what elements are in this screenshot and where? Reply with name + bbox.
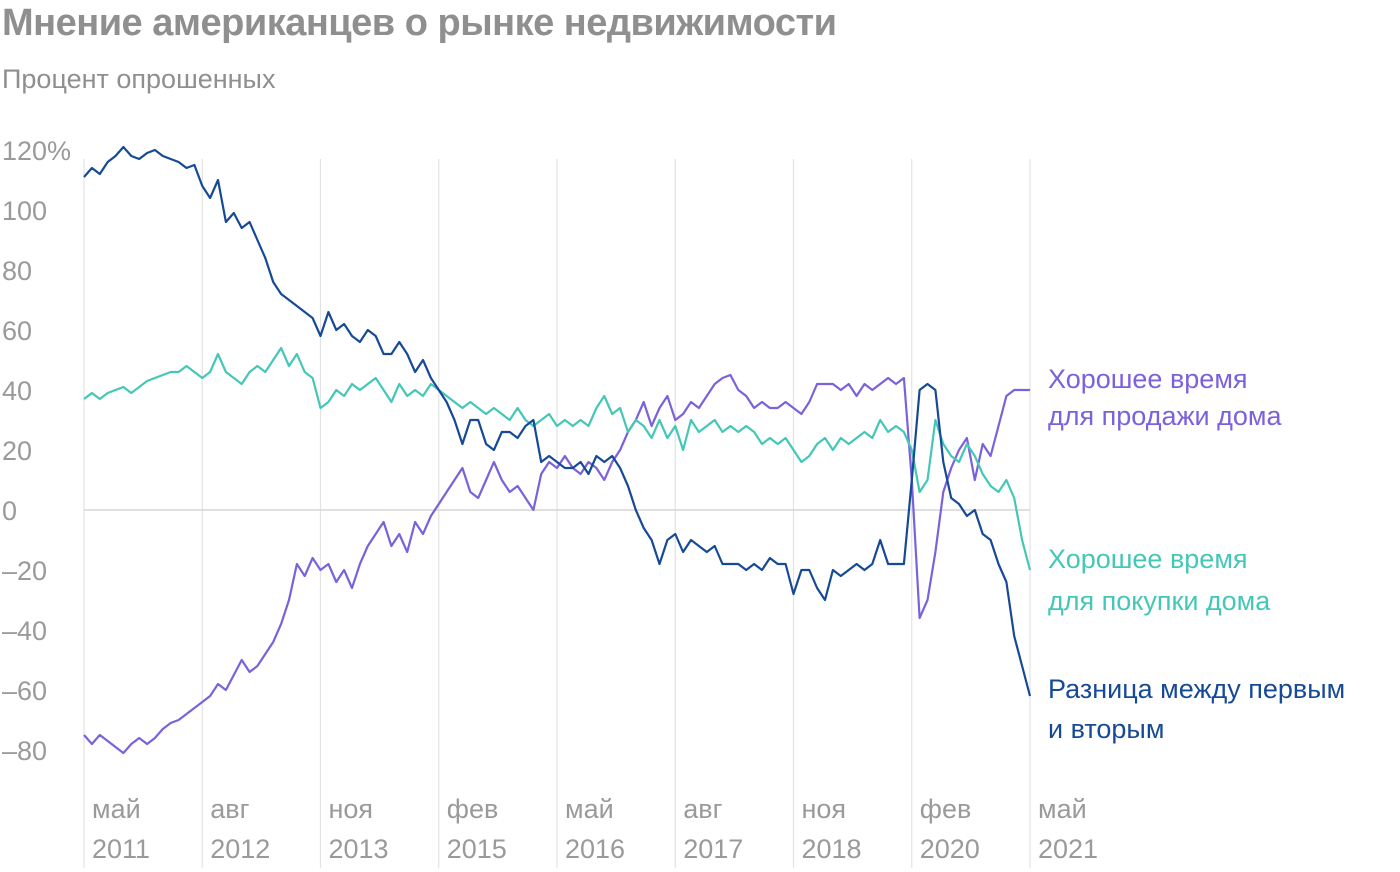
x-tick-month-label: май bbox=[1038, 794, 1087, 824]
y-tick-label: 100 bbox=[2, 196, 47, 226]
series-line bbox=[83, 145, 1032, 697]
series-label: и вторым bbox=[1048, 714, 1164, 744]
series-label: Разница между первым bbox=[1048, 674, 1345, 704]
series-label: Хорошее время bbox=[1048, 364, 1248, 394]
y-tick-label: 0 bbox=[2, 496, 17, 526]
x-tick-year-label: 2012 bbox=[210, 834, 270, 864]
y-tick-label: 80 bbox=[2, 256, 32, 286]
series-label: для покупки дома bbox=[1048, 586, 1271, 616]
y-tick-label: 40 bbox=[2, 376, 32, 406]
y-tick-label: 120% bbox=[2, 136, 71, 166]
x-tick-year-label: 2013 bbox=[329, 834, 389, 864]
x-tick-month-label: май bbox=[92, 794, 141, 824]
y-axis-ticks: 120% 100 80 60 40 20 0 –20 –40 –60 –80 bbox=[2, 136, 71, 766]
series-label: Хорошее время bbox=[1048, 544, 1248, 574]
y-tick-label: 20 bbox=[2, 436, 32, 466]
chart-subtitle: Процент опрошенных bbox=[2, 64, 276, 94]
series-label: для продажи дома bbox=[1048, 401, 1282, 431]
chart-title: Мнение американцев о рынке недвижимости bbox=[2, 2, 837, 44]
series-layer bbox=[83, 145, 1032, 755]
y-tick-label: –40 bbox=[2, 616, 47, 646]
x-tick-month-label: ноя bbox=[329, 794, 374, 824]
x-tick-year-label: 2020 bbox=[920, 834, 980, 864]
series-line bbox=[83, 373, 1030, 755]
series-line bbox=[83, 346, 1032, 571]
y-tick-label: 60 bbox=[2, 316, 32, 346]
x-tick-year-label: 2018 bbox=[802, 834, 862, 864]
x-tick-year-label: 2017 bbox=[683, 834, 743, 864]
x-tick-year-label: 2011 bbox=[92, 834, 150, 864]
x-tick-month-label: ноя bbox=[802, 794, 847, 824]
x-tick-year-label: 2021 bbox=[1038, 834, 1098, 864]
x-tick-month-label: фев bbox=[920, 794, 972, 824]
y-tick-label: –20 bbox=[2, 556, 47, 586]
x-tick-month-label: авг bbox=[210, 794, 249, 824]
x-tick-year-label: 2015 bbox=[447, 834, 507, 864]
y-tick-label: –80 bbox=[2, 736, 47, 766]
x-tick-year-label: 2016 bbox=[565, 834, 625, 864]
x-tick-month-label: май bbox=[565, 794, 614, 824]
series-labels: Хорошее время для продажи дома Хорошее вре… bbox=[1048, 364, 1345, 744]
y-tick-label: –60 bbox=[2, 676, 47, 706]
gridlines bbox=[83, 159, 1031, 868]
x-tick-month-label: авг bbox=[683, 794, 722, 824]
x-axis-ticks: май 2011 авг 2012 ноя 2013 фев 2015 май 2016 авг 20… bbox=[92, 794, 1098, 864]
x-tick-month-label: фев bbox=[447, 794, 499, 824]
